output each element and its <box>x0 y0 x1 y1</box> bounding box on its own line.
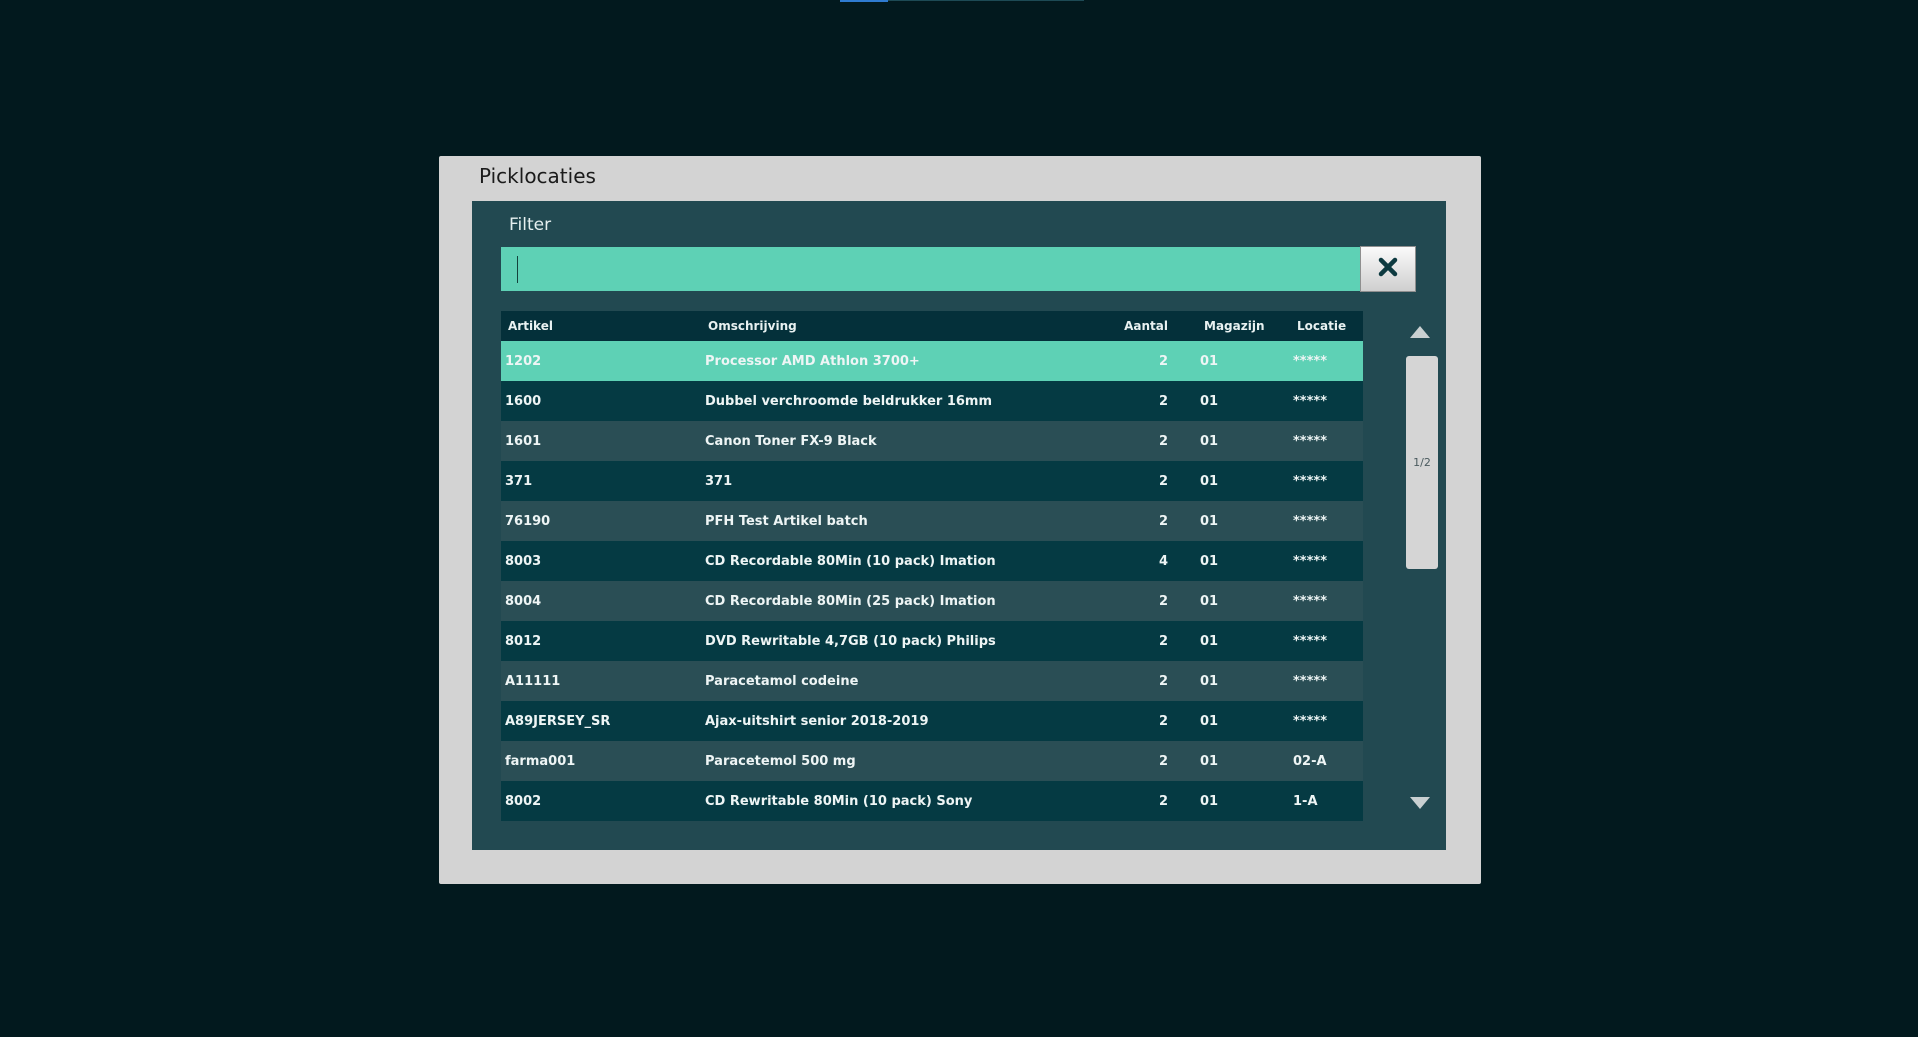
cell-locatie: ***** <box>1293 393 1327 409</box>
cell-artikel: 1202 <box>505 353 542 369</box>
cell-artikel: 8004 <box>505 593 542 609</box>
cell-magazijn: 01 <box>1200 673 1219 689</box>
cell-aantal: 2 <box>1158 473 1168 489</box>
cell-aantal: 4 <box>1158 553 1168 569</box>
cell-locatie: ***** <box>1293 713 1327 729</box>
cell-aantal: 2 <box>1158 353 1168 369</box>
cell-aantal: 2 <box>1158 433 1168 449</box>
cell-locatie: ***** <box>1293 513 1327 529</box>
cell-magazijn: 01 <box>1200 633 1219 649</box>
cell-magazijn: 01 <box>1200 513 1219 529</box>
dialog-title: Picklocaties <box>479 164 596 188</box>
cell-magazijn: 01 <box>1200 713 1219 729</box>
cell-aantal: 2 <box>1158 633 1168 649</box>
filter-label: Filter <box>509 215 552 235</box>
content-panel: Filter Artikel Omschrijving Aantal Magaz… <box>472 201 1446 850</box>
cell-omschrijving: Canon Toner FX-9 Black <box>705 433 877 449</box>
picklocations-table: Artikel Omschrijving Aantal Magazijn Loc… <box>501 311 1363 821</box>
table-row[interactable]: 8004 CD Recordable 80Min (25 pack) Imatio… <box>501 581 1363 621</box>
cell-magazijn: 01 <box>1200 753 1219 769</box>
cell-artikel: 8003 <box>505 553 542 569</box>
cell-locatie: 1-A <box>1293 793 1318 809</box>
cell-artikel: 76190 <box>505 513 551 529</box>
table-row[interactable]: 76190 PFH Test Artikel batch 2 01 ***** <box>501 501 1363 541</box>
cell-aantal: 2 <box>1158 753 1168 769</box>
table-row[interactable]: 8003 CD Recordable 80Min (10 pack) Imatio… <box>501 541 1363 581</box>
table-row[interactable]: 8012 DVD Rewritable 4,7GB (10 pack) Phili… <box>501 621 1363 661</box>
cell-locatie: ***** <box>1293 593 1327 609</box>
table-row[interactable]: 1601 Canon Toner FX-9 Black 2 01 ***** <box>501 421 1363 461</box>
column-header-locatie[interactable]: Locatie <box>1297 319 1347 333</box>
table-header: Artikel Omschrijving Aantal Magazijn Loc… <box>501 311 1363 341</box>
clear-filter-button[interactable] <box>1360 246 1416 292</box>
cell-magazijn: 01 <box>1200 473 1219 489</box>
cell-aantal: 2 <box>1158 393 1168 409</box>
cell-omschrijving: Processor AMD Athlon 3700+ <box>705 353 920 369</box>
column-header-omschrijving[interactable]: Omschrijving <box>708 319 797 333</box>
cell-magazijn: 01 <box>1200 593 1219 609</box>
scroll-down-button[interactable] <box>1406 792 1434 814</box>
cell-artikel: A11111 <box>505 673 561 689</box>
cell-omschrijving: Paracetemol 500 mg <box>705 753 856 769</box>
cell-locatie: ***** <box>1293 553 1327 569</box>
cell-omschrijving: Dubbel verchroomde beldrukker 16mm <box>705 393 993 409</box>
cell-magazijn: 01 <box>1200 793 1219 809</box>
cell-artikel: 8012 <box>505 633 542 649</box>
cell-aantal: 2 <box>1158 513 1168 529</box>
cell-aantal: 2 <box>1158 673 1168 689</box>
close-icon <box>1378 257 1398 281</box>
cell-omschrijving: Ajax-uitshirt senior 2018-2019 <box>705 713 929 729</box>
cell-omschrijving: CD Recordable 80Min (10 pack) Imation <box>705 553 996 569</box>
table-row[interactable]: 371 371 2 01 ***** <box>501 461 1363 501</box>
cell-locatie: 02-A <box>1293 753 1327 769</box>
picklocaties-dialog: Picklocaties Filter Artikel Omschrijving… <box>439 156 1481 884</box>
triangle-up-icon <box>1406 326 1434 347</box>
table-row[interactable]: 1202 Processor AMD Athlon 3700+ 2 01 ***** <box>501 341 1363 381</box>
cell-artikel: 8002 <box>505 793 542 809</box>
top-progress-indicator <box>840 0 888 2</box>
table-row[interactable]: 8002 CD Rewritable 80Min (10 pack) Sony 2 0… <box>501 781 1363 821</box>
cell-aantal: 2 <box>1158 793 1168 809</box>
cell-omschrijving: DVD Rewritable 4,7GB (10 pack) Philips <box>705 633 996 649</box>
cell-magazijn: 01 <box>1200 433 1219 449</box>
cell-locatie: ***** <box>1293 633 1327 649</box>
cell-artikel: 371 <box>505 473 533 489</box>
column-header-magazijn[interactable]: Magazijn <box>1204 319 1265 333</box>
triangle-down-icon <box>1406 797 1434 818</box>
cell-omschrijving: PFH Test Artikel batch <box>705 513 868 529</box>
top-progress-track <box>840 0 1084 1</box>
cell-artikel: 1600 <box>505 393 542 409</box>
filter-input[interactable] <box>501 247 1361 291</box>
scroll-up-button[interactable] <box>1406 321 1434 343</box>
cell-magazijn: 01 <box>1200 353 1219 369</box>
text-caret <box>517 256 518 283</box>
cell-locatie: ***** <box>1293 353 1327 369</box>
cell-artikel: 1601 <box>505 433 542 449</box>
cell-aantal: 2 <box>1158 713 1168 729</box>
cell-omschrijving: CD Recordable 80Min (25 pack) Imation <box>705 593 996 609</box>
cell-omschrijving: CD Rewritable 80Min (10 pack) Sony <box>705 793 973 809</box>
cell-magazijn: 01 <box>1200 393 1219 409</box>
cell-omschrijving: Paracetamol codeine <box>705 673 859 689</box>
scrollbar-thumb[interactable]: 1/2 <box>1406 356 1438 569</box>
column-header-artikel[interactable]: Artikel <box>508 319 553 333</box>
cell-omschrijving: 371 <box>705 473 733 489</box>
table-row[interactable]: 1600 Dubbel verchroomde beldrukker 16mm 2 0… <box>501 381 1363 421</box>
table-row[interactable]: A89JERSEY_SR Ajax-uitshirt senior 2018-20… <box>501 701 1363 741</box>
column-header-aantal[interactable]: Aantal <box>1124 319 1168 333</box>
cell-artikel: A89JERSEY_SR <box>505 713 611 729</box>
cell-aantal: 2 <box>1158 593 1168 609</box>
cell-artikel: farma001 <box>505 753 576 769</box>
table-row[interactable]: farma001 Paracetemol 500 mg 2 01 02-A <box>501 741 1363 781</box>
table-body: 1202 Processor AMD Athlon 3700+ 2 01 ***** 16… <box>501 341 1363 821</box>
cell-locatie: ***** <box>1293 473 1327 489</box>
page-indicator: 1/2 <box>1413 456 1431 469</box>
cell-magazijn: 01 <box>1200 553 1219 569</box>
cell-locatie: ***** <box>1293 433 1327 449</box>
table-row[interactable]: A11111 Paracetamol codeine 2 01 ***** <box>501 661 1363 701</box>
cell-locatie: ***** <box>1293 673 1327 689</box>
